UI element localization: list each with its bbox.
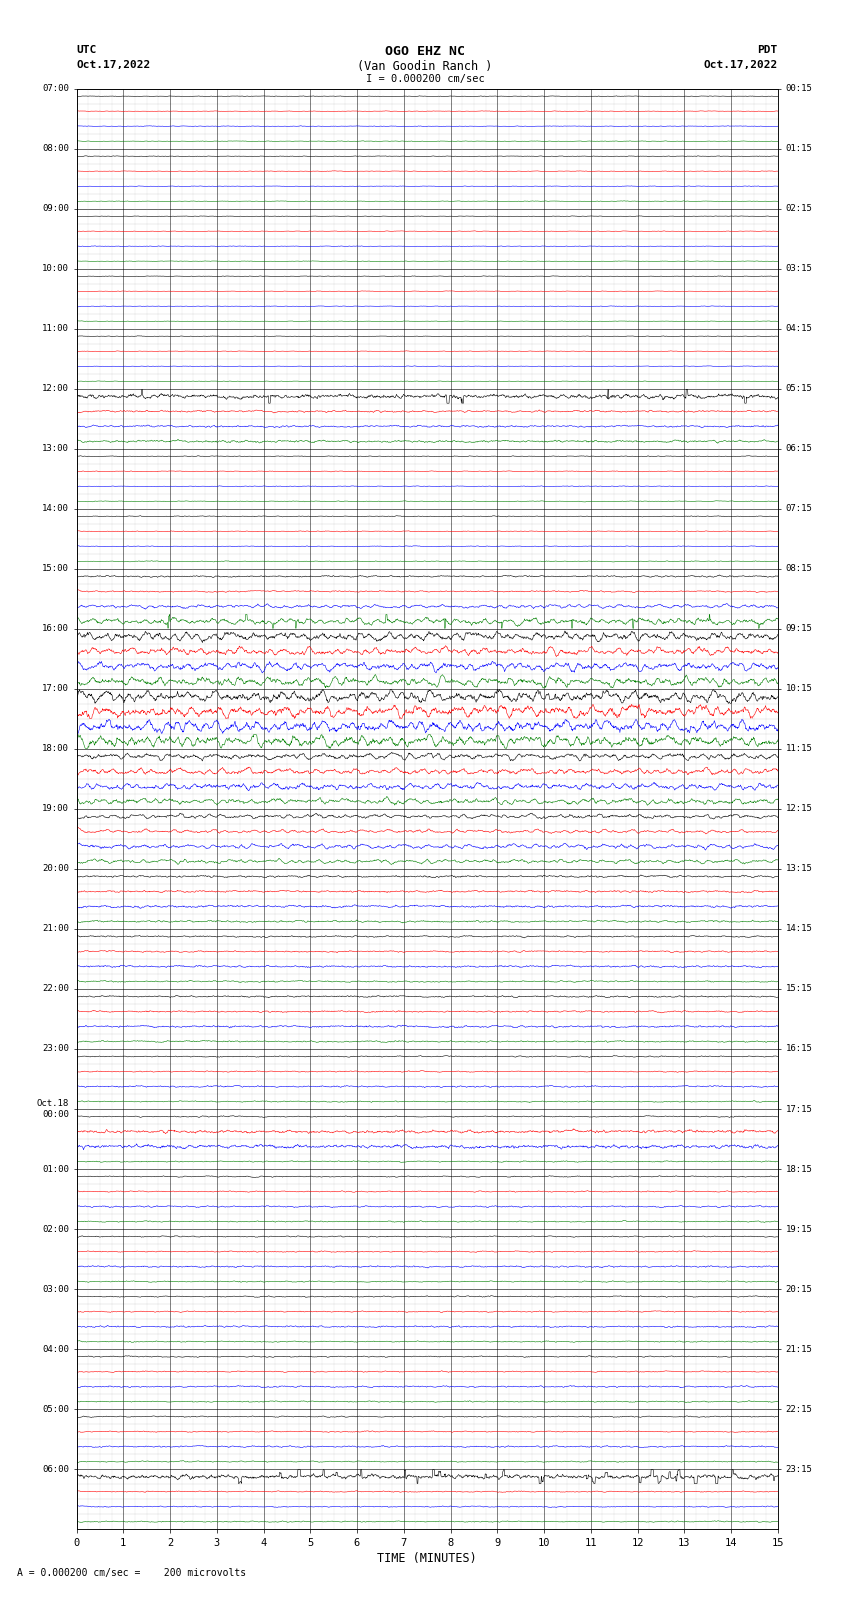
Text: A = 0.000200 cm/sec =    200 microvolts: A = 0.000200 cm/sec = 200 microvolts (17, 1568, 246, 1578)
Text: PDT: PDT (757, 45, 778, 55)
Text: Oct.17,2022: Oct.17,2022 (76, 60, 150, 69)
X-axis label: TIME (MINUTES): TIME (MINUTES) (377, 1552, 477, 1565)
Text: OGO EHZ NC: OGO EHZ NC (385, 45, 465, 58)
Text: (Van Goodin Ranch ): (Van Goodin Ranch ) (357, 60, 493, 73)
Text: UTC: UTC (76, 45, 97, 55)
Text: I = 0.000200 cm/sec: I = 0.000200 cm/sec (366, 74, 484, 84)
Text: Oct.17,2022: Oct.17,2022 (704, 60, 778, 69)
